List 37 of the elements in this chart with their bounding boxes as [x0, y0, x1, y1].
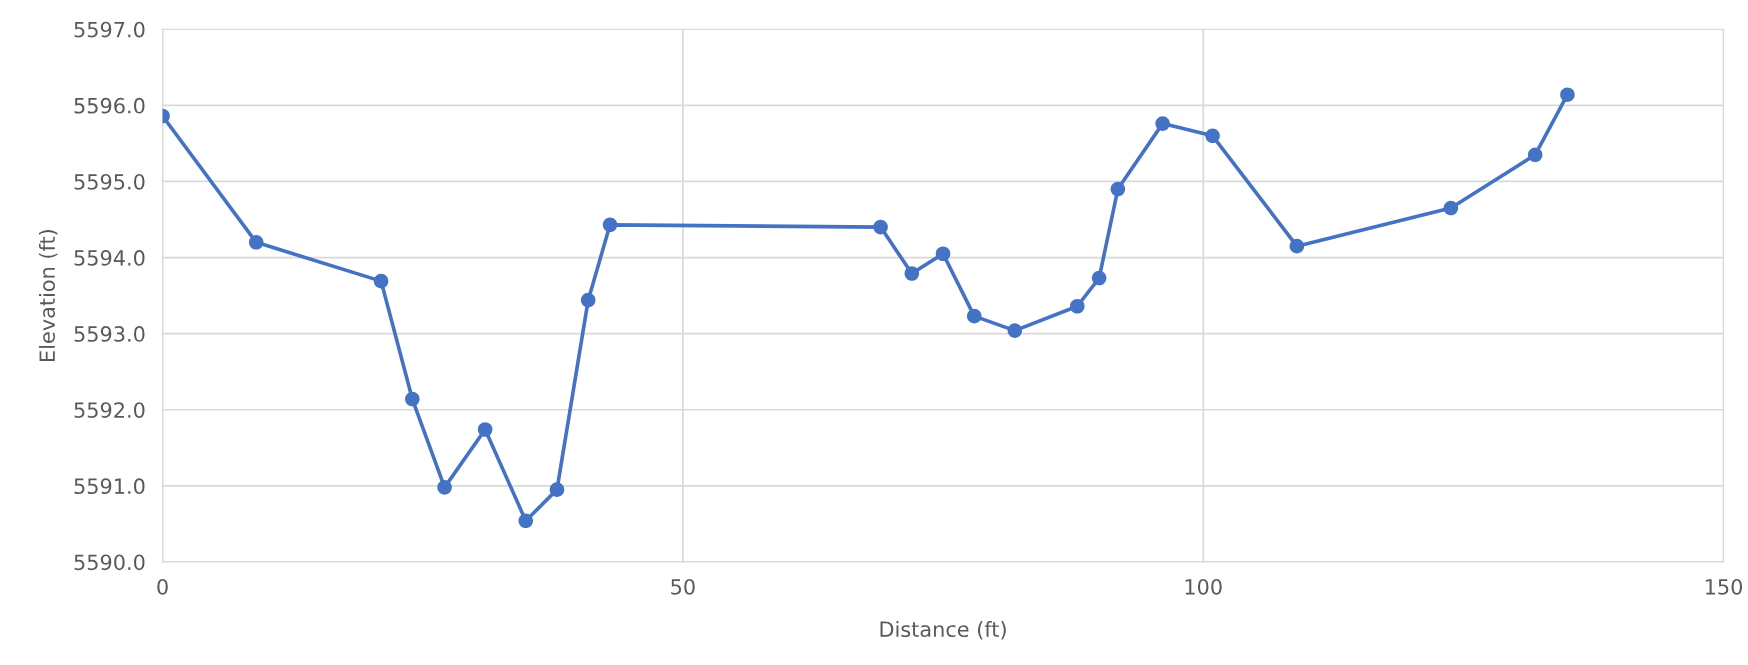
point: [518, 513, 534, 529]
y-tick-label: 5591.0: [74, 478, 145, 495]
x-tick-label: 50: [671, 578, 695, 595]
point: [966, 308, 982, 324]
point: [904, 266, 920, 281]
x-tick-label: 0: [157, 578, 168, 595]
point: [1289, 238, 1305, 254]
point: [405, 391, 420, 407]
y-tick-label: 5595.0: [74, 173, 145, 190]
point: [1155, 116, 1170, 131]
y-tick-label: 5596.0: [74, 97, 145, 114]
point: [1560, 87, 1575, 102]
point: [1070, 298, 1085, 314]
y-axis-title: Elevation (ft): [38, 229, 58, 361]
point: [1091, 270, 1107, 286]
point: [602, 217, 618, 233]
x-axis-title: Distance (ft): [880, 620, 1006, 640]
point: [1443, 200, 1459, 216]
point: [1110, 181, 1126, 197]
y-tick-label: 5593.0: [74, 326, 145, 342]
point: [1205, 128, 1220, 144]
x-tick-label: 150: [1705, 578, 1743, 595]
point: [373, 273, 389, 289]
point: [549, 482, 565, 497]
point: [437, 480, 452, 495]
point: [477, 422, 493, 437]
point: [1007, 323, 1023, 338]
y-tick-label: 5594.0: [74, 250, 145, 266]
y-tick-label: 5590.0: [74, 554, 145, 571]
point: [935, 246, 951, 262]
y-tick-label: 5597.0: [74, 21, 145, 38]
y-tick-label: 5592.0: [74, 402, 145, 418]
point: [248, 235, 264, 250]
x-tick-label: 100: [1185, 578, 1222, 595]
point: [580, 292, 596, 308]
point: [1527, 147, 1543, 163]
point: [873, 219, 888, 235]
